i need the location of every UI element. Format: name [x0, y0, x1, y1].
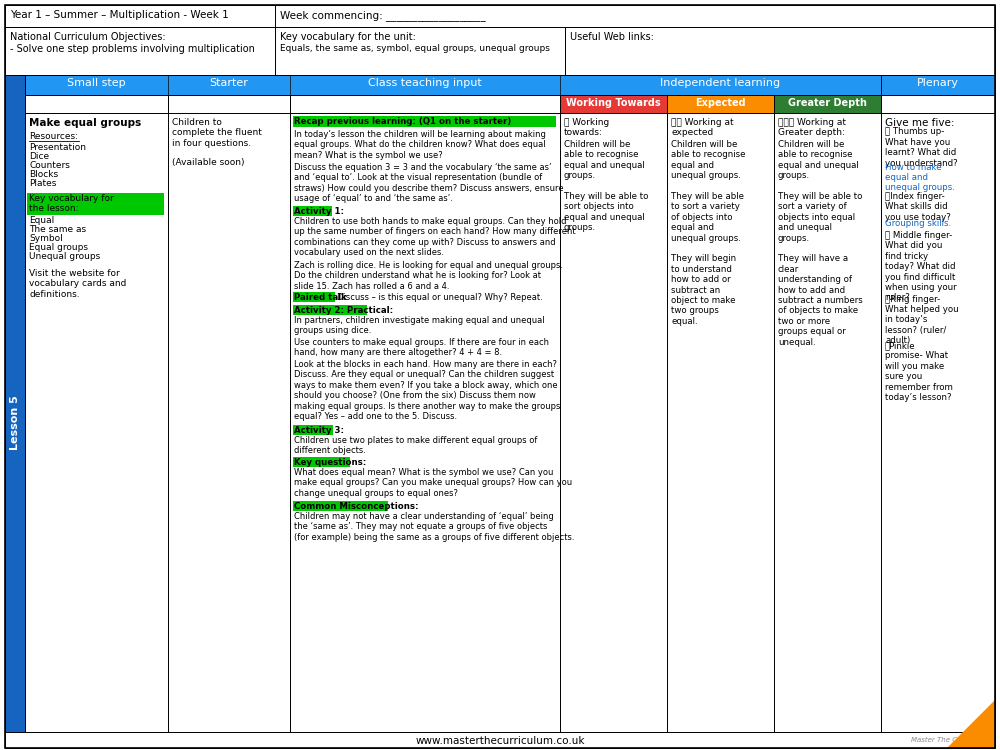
Text: Key vocabulary for the unit:: Key vocabulary for the unit: [280, 32, 416, 42]
Bar [667, 113, 774, 732]
Text: Equal: Equal [29, 216, 54, 225]
Text: Expected: Expected [695, 98, 746, 108]
Text: Useful Web links:: Useful Web links: [570, 32, 654, 42]
Bar [293, 206, 332, 216]
Text: Equal groups: Equal groups [29, 243, 88, 252]
Text: Children will be
able to recognise
equal and unequal
groups.

They will be able : Children will be able to recognise equal… [564, 140, 648, 232]
Text: 🖕 Thumbs up-
What have you
learnt? What did
you understand?: 🖕 Thumbs up- What have you learnt? What … [885, 128, 958, 168]
Bar [5, 5, 995, 27]
Polygon shape [947, 700, 995, 748]
Bar [25, 95, 168, 113]
Text: National Curriculum Objectives:: National Curriculum Objectives: [10, 32, 166, 42]
Text: Zach is rolling dice. He is looking for equal and unequal groups.
Do the childre: Zach is rolling dice. He is looking for … [294, 261, 563, 291]
Text: Working Towards: Working Towards [566, 98, 661, 108]
Text: Year 1 – Summer – Multiplication - Week 1: Year 1 – Summer – Multiplication - Week … [10, 10, 229, 20]
Text: Presentation: Presentation [29, 143, 86, 152]
Text: Greater Depth: Greater Depth [788, 98, 867, 108]
Text: ⭐⭐⭐ Working at
Greater depth:: ⭐⭐⭐ Working at Greater depth: [778, 118, 846, 137]
Text: Counters: Counters [29, 161, 70, 170]
Bar [5, 75, 25, 732]
Text: Activity 1:: Activity 1: [294, 207, 344, 216]
Text: Recap previous learning: (Q1 on the starter): Recap previous learning: (Q1 on the star… [294, 117, 511, 126]
Bar [293, 305, 367, 315]
Text: Children will be
able to recognise
equal and
unequal groups.

They will be able
: Children will be able to recognise equal… [671, 140, 746, 326]
Text: Lesson 5: Lesson 5 [10, 395, 20, 450]
Text: Master The Curriculum: Master The Curriculum [911, 737, 991, 743]
Text: The same as: The same as [29, 225, 86, 234]
Text: Children use two plates to make different equal groups of
different objects.: Children use two plates to make differen… [294, 436, 537, 455]
Text: Equals, the same as, symbol, equal groups, unequal groups: Equals, the same as, symbol, equal group… [280, 44, 550, 53]
Text: Class teaching input: Class teaching input [368, 78, 482, 88]
Bar [25, 113, 168, 732]
Text: Activity 2: Practical:: Activity 2: Practical: [294, 306, 393, 315]
Text: Children to use both hands to make equal groups. Can they hold
up the same numbe: Children to use both hands to make equal… [294, 217, 576, 257]
Text: Give me five:: Give me five: [885, 118, 954, 128]
Text: ⭐⭐ Working at
expected: ⭐⭐ Working at expected [671, 118, 734, 137]
Text: 🖕Pinkie
promise- What
will you make
sure you
remember from
today’s lesson?: 🖕Pinkie promise- What will you make sure… [885, 341, 953, 402]
Text: Plates: Plates [29, 179, 56, 188]
Bar [168, 95, 290, 113]
Text: Dice: Dice [29, 152, 49, 161]
Text: Make equal groups: Make equal groups [29, 118, 141, 128]
Bar [5, 732, 995, 748]
Text: Activity 3:: Activity 3: [294, 426, 344, 435]
Text: Common Misconceptions:: Common Misconceptions: [294, 502, 418, 511]
Bar [290, 95, 560, 113]
Bar [293, 457, 350, 467]
Text: Discuss the equation 3 = 3 and the vocabulary ‘the same as’
and ‘equal to’. Look: Discuss the equation 3 = 3 and the vocab… [294, 163, 564, 203]
Text: Unequal groups: Unequal groups [29, 252, 100, 261]
Text: In partners, children investigate making equal and unequal
groups using dice.: In partners, children investigate making… [294, 316, 545, 335]
Text: Look at the blocks in each hand. How many are there in each?
Discuss. Are they e: Look at the blocks in each hand. How man… [294, 360, 560, 421]
Text: Visit the website for
vocabulary cards and
definitions.: Visit the website for vocabulary cards a… [29, 269, 126, 298]
Text: Discuss – is this equal or unequal? Why? Repeat.: Discuss – is this equal or unequal? Why?… [337, 293, 543, 302]
Bar [881, 95, 995, 113]
Text: Symbol: Symbol [29, 234, 63, 243]
Text: www.masterthecurriculum.co.uk: www.masterthecurriculum.co.uk [415, 736, 585, 746]
Text: Paired talk: Paired talk [294, 293, 347, 302]
Text: Use counters to make equal groups. If there are four in each
hand, how many are : Use counters to make equal groups. If th… [294, 338, 549, 358]
Text: Key questions:: Key questions: [294, 458, 366, 467]
Bar [5, 75, 995, 95]
Text: Key vocabulary for
the lesson:: Key vocabulary for the lesson: [29, 194, 114, 214]
Bar [293, 425, 333, 435]
Bar [565, 27, 995, 75]
Text: Blocks: Blocks [29, 170, 58, 179]
Bar [275, 27, 565, 75]
Bar [5, 5, 275, 27]
Text: - Solve one step problems involving multiplication: - Solve one step problems involving mult… [10, 44, 255, 54]
Text: 🖕Index finger-
What skills did
you use today?: 🖕Index finger- What skills did you use t… [885, 192, 951, 222]
Bar [293, 501, 388, 511]
Bar [293, 292, 335, 302]
Bar [27, 193, 164, 215]
Bar [560, 95, 667, 113]
Text: Grouping skills.: Grouping skills. [885, 218, 951, 227]
Text: How to make
equal and
unequal groups.: How to make equal and unequal groups. [885, 163, 955, 192]
Polygon shape [979, 732, 995, 748]
Text: What does equal mean? What is the symbol we use? Can you
make equal groups? Can : What does equal mean? What is the symbol… [294, 468, 572, 498]
Bar [667, 95, 774, 113]
Text: 🖕 Middle finger-
What did you
find tricky
today? What did
you find difficult
whe: 🖕 Middle finger- What did you find trick… [885, 231, 957, 302]
Bar [774, 95, 881, 113]
Bar [881, 113, 995, 732]
Bar [168, 113, 290, 732]
Text: ⭐ Working
towards:: ⭐ Working towards: [564, 118, 609, 137]
Polygon shape [963, 716, 995, 748]
Text: (Available soon): (Available soon) [172, 158, 244, 167]
Bar [5, 27, 275, 75]
Text: Starter: Starter [210, 78, 248, 88]
Text: Week commencing: ___________________: Week commencing: ___________________ [280, 10, 486, 21]
Bar [290, 113, 560, 732]
Text: Children will be
able to recognise
equal and unequal
groups.

They will be able : Children will be able to recognise equal… [778, 140, 863, 346]
Text: In today’s lesson the children will be learning about making
equal groups. What : In today’s lesson the children will be l… [294, 130, 546, 160]
Text: 🖕Ring finger-
What helped you
in today’s
lesson? (ruler/
adult): 🖕Ring finger- What helped you in today’s… [885, 295, 959, 345]
Text: Independent learning: Independent learning [660, 78, 781, 88]
Text: Plenary: Plenary [917, 78, 959, 88]
Text: Children to
complete the fluent
in four questions.: Children to complete the fluent in four … [172, 118, 262, 148]
Text: Children may not have a clear understanding of ‘equal’ being
the ‘same as’. They: Children may not have a clear understand… [294, 512, 574, 542]
Bar [560, 113, 667, 732]
Text: Resources:: Resources: [29, 132, 78, 141]
Text: Small step: Small step [67, 78, 126, 88]
Bar [293, 116, 556, 127]
Bar [774, 113, 881, 732]
